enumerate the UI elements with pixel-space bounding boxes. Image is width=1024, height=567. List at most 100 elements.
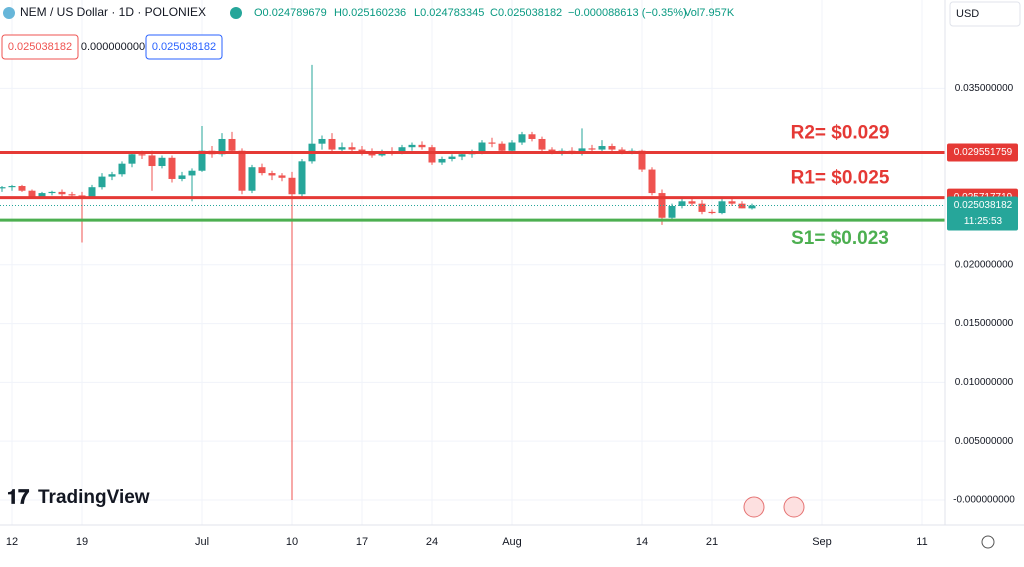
- event-icon[interactable]: [743, 496, 765, 518]
- volume: Vol7.957K: [684, 7, 735, 19]
- candle-body: [678, 201, 686, 207]
- candle-body: [278, 175, 286, 178]
- logo-mark: 𝟏𝟕: [7, 486, 29, 508]
- candle-body: [748, 205, 756, 209]
- candle-body: [158, 157, 166, 167]
- candle-body: [198, 150, 206, 171]
- candle-body: [508, 142, 516, 151]
- candle-body: [28, 190, 36, 197]
- candle-body: [698, 203, 706, 212]
- candle-body: [348, 147, 356, 150]
- candle-body: [88, 187, 96, 197]
- x-tick-label: 17: [356, 536, 368, 548]
- candle-body: [548, 149, 556, 152]
- level-price-label: 0.029551759: [954, 147, 1013, 158]
- symbol-icon: [3, 7, 15, 19]
- ohlc-change: −0.000088613 (−0.35%): [568, 7, 687, 19]
- candle-body: [78, 195, 86, 197]
- y-tick-label: 0.015000000: [955, 318, 1014, 329]
- currency: USD: [956, 8, 979, 20]
- x-tick-label: 12: [6, 536, 18, 548]
- candle-body: [248, 167, 256, 191]
- candle-body: [168, 157, 176, 179]
- candle-body: [728, 201, 736, 204]
- candle-body: [598, 146, 606, 150]
- input-value: 0.025038182: [8, 41, 72, 53]
- input-value: 0.025038182: [152, 41, 216, 53]
- candle-body: [638, 150, 646, 170]
- x-tick-label: Jul: [195, 536, 209, 548]
- ohlc-high: H0.025160236: [334, 7, 406, 19]
- x-tick-label: 11: [916, 536, 927, 548]
- level-price-box: [947, 143, 1018, 162]
- candle-body: [128, 154, 136, 164]
- candle-body: [608, 146, 616, 150]
- candle-body: [498, 143, 506, 151]
- x-tick-label: Aug: [502, 536, 522, 548]
- candle-body: [718, 201, 726, 214]
- candle-body: [148, 155, 156, 167]
- y-tick-label: 0.005000000: [955, 436, 1014, 447]
- candle-body: [318, 138, 326, 144]
- countdown: 11:25:53: [964, 216, 1003, 227]
- candle-body: [108, 174, 116, 177]
- candle-body: [398, 147, 406, 154]
- candle-body: [488, 142, 496, 144]
- x-tick-label: Sep: [812, 536, 832, 548]
- candle-body: [418, 144, 426, 148]
- level-annotation: S1= $0.023: [791, 228, 889, 249]
- candle-body: [478, 142, 486, 152]
- candle-body: [538, 138, 546, 150]
- settings-icon[interactable]: [981, 535, 995, 549]
- candle-body: [48, 191, 56, 194]
- candle-body: [338, 147, 346, 150]
- candle-body: [368, 153, 376, 156]
- header: NEM / US Dollar · 1D · POLONIEX O0.02478…: [1, 1, 1021, 549]
- candle-body: [458, 154, 466, 157]
- candle-body: [578, 148, 586, 154]
- candle-body: [98, 176, 106, 188]
- candle-body: [668, 206, 676, 218]
- ohlc-low: L0.024783345: [414, 7, 484, 19]
- input-value: 0.000000000: [81, 41, 145, 53]
- candle-body: [528, 134, 536, 139]
- event-icon[interactable]: [783, 496, 805, 518]
- input-box[interactable]: [145, 34, 223, 60]
- x-tick-label: 19: [76, 536, 88, 548]
- y-tick-label: 0.035000000: [955, 83, 1014, 94]
- y-tick-label: -0.000000000: [953, 495, 1015, 506]
- currency-select[interactable]: [949, 1, 1021, 27]
- x-tick-label: 24: [426, 536, 438, 548]
- candle-body: [118, 163, 126, 175]
- candle-body: [708, 211, 716, 214]
- input-box[interactable]: [1, 34, 79, 60]
- candle-body: [258, 167, 266, 174]
- candle-body: [288, 177, 296, 195]
- candle-body: [518, 134, 526, 143]
- candle-body: [448, 156, 456, 159]
- level-annotation: R2= $0.029: [791, 122, 890, 143]
- candle-body: [238, 150, 246, 191]
- candle-body: [438, 158, 446, 163]
- candle-body: [188, 170, 196, 176]
- x-tick-label: 10: [286, 536, 298, 548]
- symbol-title: NEM / US Dollar · 1D · POLONIEX: [20, 5, 206, 19]
- candle-body: [688, 201, 696, 204]
- plot-area: [0, 0, 945, 525]
- candle-body: [58, 191, 66, 195]
- market-status[interactable]: [230, 7, 242, 19]
- ohlc-close: C0.025038182: [490, 7, 562, 19]
- candle-body: [138, 154, 146, 156]
- candle-body: [228, 138, 236, 151]
- candle-body: [0, 187, 6, 189]
- candle-body: [658, 193, 666, 218]
- candle-body: [328, 138, 336, 150]
- y-tick-label: 0.010000000: [955, 377, 1014, 388]
- last-price-box: [947, 196, 1018, 231]
- logo: TradingView: [38, 487, 150, 508]
- candle-body: [408, 144, 416, 148]
- candle-body: [268, 173, 276, 176]
- candle-body: [8, 186, 16, 188]
- candle-body: [588, 148, 596, 150]
